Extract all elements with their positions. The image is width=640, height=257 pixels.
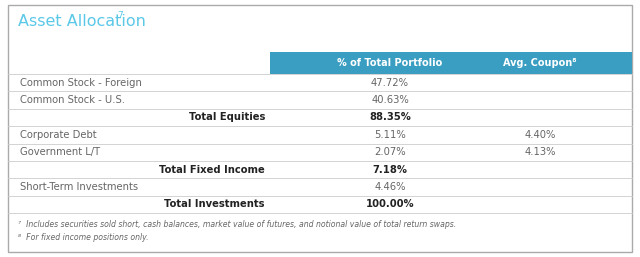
Text: Avg. Coupon⁸: Avg. Coupon⁸	[503, 58, 577, 68]
Text: 4.40%: 4.40%	[524, 130, 556, 140]
Text: 7: 7	[117, 11, 123, 20]
Text: Common Stock - Foreign: Common Stock - Foreign	[20, 78, 142, 88]
Bar	[270, 52, 632, 74]
Text: Total Fixed Income: Total Fixed Income	[159, 164, 265, 175]
Text: 4.46%: 4.46%	[374, 182, 406, 192]
Text: 2.07%: 2.07%	[374, 147, 406, 157]
Text: 7.18%: 7.18%	[372, 164, 408, 175]
Text: ⁷  Includes securities sold short, cash balances, market value of futures, and n: ⁷ Includes securities sold short, cash b…	[18, 220, 456, 229]
Text: ⁸  For fixed income positions only.: ⁸ For fixed income positions only.	[18, 233, 148, 242]
Text: 88.35%: 88.35%	[369, 113, 411, 122]
Text: 4.13%: 4.13%	[524, 147, 556, 157]
Text: Government L/T: Government L/T	[20, 147, 100, 157]
Text: Corporate Debt: Corporate Debt	[20, 130, 97, 140]
Text: 5.11%: 5.11%	[374, 130, 406, 140]
Text: 47.72%: 47.72%	[371, 78, 409, 88]
Text: Asset Allocation: Asset Allocation	[18, 14, 146, 30]
Text: Total Investments: Total Investments	[164, 199, 265, 209]
Text: 100.00%: 100.00%	[365, 199, 414, 209]
Text: Short-Term Investments: Short-Term Investments	[20, 182, 138, 192]
Text: % of Total Portfolio: % of Total Portfolio	[337, 58, 443, 68]
Text: 40.63%: 40.63%	[371, 95, 409, 105]
Text: Common Stock - U.S.: Common Stock - U.S.	[20, 95, 125, 105]
Text: Total Equities: Total Equities	[189, 113, 265, 122]
